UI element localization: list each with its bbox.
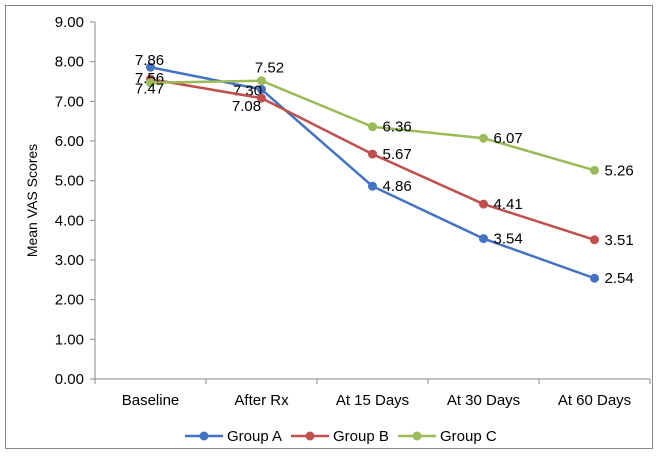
legend: Group A Group B Group C <box>185 428 497 445</box>
data-point <box>368 122 377 132</box>
chart-frame <box>5 5 653 449</box>
data-label: 7.47 <box>135 81 164 98</box>
legend-label: Group B <box>333 428 389 445</box>
series-group-c: 7.47 7.52 6.36 6.07 5.26 <box>135 60 634 180</box>
series-group-b: 7.567.085.674.413.51 <box>135 70 634 249</box>
series-group-a: 7.867.304.863.542.54 <box>135 52 634 287</box>
y-tick-label: 6.00 <box>55 133 84 150</box>
data-label: 3.54 <box>494 231 523 248</box>
data-point <box>368 181 377 191</box>
data-label: 7.08 <box>232 98 261 115</box>
y-tick-label: 4.00 <box>55 212 84 229</box>
data-point <box>146 62 155 72</box>
data-point <box>368 149 377 159</box>
y-tick-label: 7.00 <box>55 93 84 110</box>
legend-marker <box>412 431 422 441</box>
x-tick-label: At 60 Days <box>558 392 631 409</box>
data-point <box>479 199 488 209</box>
x-axis: Baseline After Rx At 15 Days At 30 Days At 6… <box>94 378 651 409</box>
series-line <box>150 65 595 280</box>
data-label: 7.86 <box>135 52 164 69</box>
y-tick-label: 2.00 <box>55 292 84 309</box>
x-tick-label: At 30 Days <box>447 392 520 409</box>
y-tick-label: 9.00 <box>55 14 84 31</box>
data-point <box>257 84 266 94</box>
legend-marker <box>199 431 209 441</box>
data-point <box>479 133 488 143</box>
data-label: 5.67 <box>383 146 412 163</box>
data-point <box>146 78 155 88</box>
series-line <box>150 77 595 241</box>
series-layer: 7.867.304.863.542.547.567.085.674.413.51… <box>135 52 634 287</box>
x-tick-label: Baseline <box>122 392 180 409</box>
y-tick-label: 5.00 <box>55 173 84 190</box>
legend-label: Group A <box>227 428 282 445</box>
data-point <box>257 76 266 86</box>
legend-marker <box>305 431 315 441</box>
data-label: 6.36 <box>383 119 412 136</box>
data-point <box>479 234 488 244</box>
data-point <box>590 235 599 245</box>
x-tick-label: At 15 Days <box>336 392 409 409</box>
data-point <box>257 93 266 103</box>
y-axis-title: Mean VAS Scores <box>24 144 40 257</box>
y-tick-label: 3.00 <box>55 252 84 269</box>
legend-item-group-c: Group C <box>398 428 497 445</box>
data-label: 6.07 <box>494 130 523 147</box>
x-tick-label: After Rx <box>234 392 289 409</box>
data-label: 2.54 <box>605 270 634 287</box>
data-label: 7.52 <box>255 60 284 77</box>
y-tick-label: 1.00 <box>55 331 84 348</box>
y-axis: 0.00 1.00 2.00 3.00 4.00 5.00 6.00 7.00 8.00 9.00 <box>55 14 96 388</box>
data-label: 3.51 <box>605 232 634 249</box>
data-point <box>590 273 599 283</box>
data-label: 5.26 <box>605 162 634 179</box>
y-tick-label: 8.00 <box>55 54 84 71</box>
y-tick-label: 0.00 <box>55 371 84 388</box>
data-label: 4.86 <box>383 178 412 195</box>
data-point <box>590 165 599 175</box>
legend-item-group-b: Group B <box>291 428 389 445</box>
legend-item-group-a: Group A <box>185 428 282 445</box>
data-label: 4.41 <box>494 196 523 213</box>
legend-label: Group C <box>440 428 497 445</box>
